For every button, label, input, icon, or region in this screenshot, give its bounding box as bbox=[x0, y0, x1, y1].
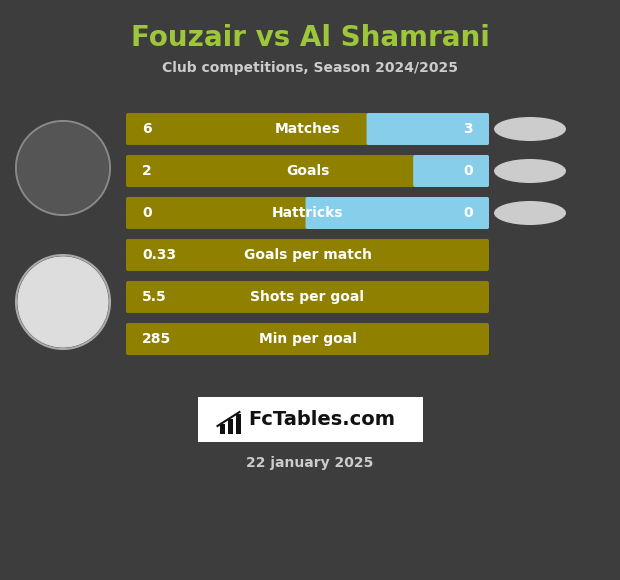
Circle shape bbox=[18, 123, 108, 213]
Text: 0: 0 bbox=[463, 206, 473, 220]
FancyBboxPatch shape bbox=[366, 113, 489, 145]
FancyBboxPatch shape bbox=[236, 414, 241, 434]
Circle shape bbox=[18, 257, 108, 347]
FancyBboxPatch shape bbox=[126, 155, 489, 187]
FancyBboxPatch shape bbox=[126, 113, 489, 145]
FancyBboxPatch shape bbox=[198, 397, 422, 442]
Text: 22 january 2025: 22 january 2025 bbox=[246, 456, 374, 470]
FancyBboxPatch shape bbox=[126, 281, 489, 313]
FancyBboxPatch shape bbox=[126, 323, 489, 355]
Text: Matches: Matches bbox=[275, 122, 340, 136]
Ellipse shape bbox=[494, 159, 566, 183]
Text: 5.5: 5.5 bbox=[142, 290, 167, 304]
Text: 285: 285 bbox=[142, 332, 171, 346]
Text: FcTables.com: FcTables.com bbox=[249, 410, 396, 429]
FancyBboxPatch shape bbox=[219, 424, 224, 434]
Text: Hattricks: Hattricks bbox=[272, 206, 343, 220]
Text: Shots per goal: Shots per goal bbox=[250, 290, 365, 304]
FancyBboxPatch shape bbox=[126, 197, 489, 229]
Text: 3: 3 bbox=[463, 122, 473, 136]
Text: Club competitions, Season 2024/2025: Club competitions, Season 2024/2025 bbox=[162, 61, 458, 75]
Text: 0: 0 bbox=[142, 206, 152, 220]
FancyBboxPatch shape bbox=[306, 197, 489, 229]
Text: 0.33: 0.33 bbox=[142, 248, 176, 262]
FancyBboxPatch shape bbox=[413, 155, 489, 187]
Text: 0: 0 bbox=[463, 164, 473, 178]
Ellipse shape bbox=[494, 117, 566, 141]
FancyBboxPatch shape bbox=[126, 239, 489, 271]
Text: 6: 6 bbox=[142, 122, 152, 136]
Text: Min per goal: Min per goal bbox=[259, 332, 356, 346]
Text: Goals: Goals bbox=[286, 164, 329, 178]
Text: 2: 2 bbox=[142, 164, 152, 178]
FancyBboxPatch shape bbox=[228, 419, 232, 434]
Text: Fouzair vs Al Shamrani: Fouzair vs Al Shamrani bbox=[131, 24, 489, 52]
Ellipse shape bbox=[494, 201, 566, 225]
Text: Goals per match: Goals per match bbox=[244, 248, 371, 262]
